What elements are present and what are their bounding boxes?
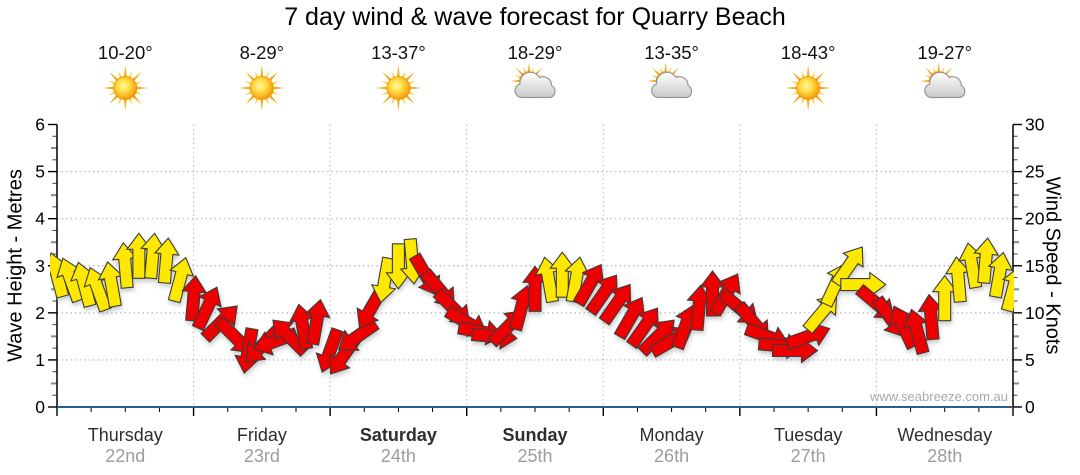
temp-range-label: 13-35° <box>644 42 699 63</box>
date-label: 26th <box>654 446 689 466</box>
wind-arrow <box>337 318 380 351</box>
wind-arrow <box>987 251 1014 299</box>
weather-icon-sun-cloud <box>919 62 966 100</box>
cloud-icon <box>651 71 693 99</box>
left-axis-tick-label: 1 <box>35 350 45 370</box>
left-axis-title: Wave Height - Metres <box>4 169 27 362</box>
day-label: Friday <box>237 425 287 445</box>
temp-range-label: 8-29° <box>240 42 284 63</box>
day-label: Monday <box>640 425 704 445</box>
wind-arrow <box>830 246 864 289</box>
right-axis-tick-label: 25 <box>1025 162 1044 182</box>
weather-icon-sun <box>785 65 832 111</box>
weather-icon-sun-cloud <box>510 62 556 100</box>
date-label: 28th <box>927 446 962 466</box>
day-label: Saturday <box>360 425 437 445</box>
right-axis-tick-label: 10 <box>1025 303 1045 323</box>
weather-icon-sun-cloud <box>646 62 693 100</box>
cloud-icon <box>514 71 556 99</box>
day-label: Wednesday <box>897 425 992 445</box>
wind-arrow <box>153 237 180 285</box>
wind-arrow <box>304 298 331 346</box>
left-axis-tick-label: 2 <box>35 303 45 323</box>
temp-range-label: 18-29° <box>508 42 563 63</box>
cloud-icon <box>924 71 966 99</box>
date-label: 25th <box>517 446 552 466</box>
left-axis-tick-label: 6 <box>35 115 45 135</box>
wind-arrow <box>973 237 1000 285</box>
wind-arrow <box>1000 266 1014 313</box>
wind-arrow <box>370 256 397 304</box>
left-axis-tick-label: 5 <box>35 162 45 182</box>
left-axis-tick-label: 0 <box>35 397 45 417</box>
wind-arrow-series <box>50 232 1014 375</box>
day-label: Sunday <box>502 425 567 445</box>
temp-range-label: 10-20° <box>98 42 153 63</box>
right-axis-tick-label: 0 <box>1025 397 1035 417</box>
right-axis-title: Wind Speed - Knots <box>1041 176 1064 355</box>
right-axis-tick-label: 30 <box>1025 115 1045 135</box>
day-label: Thursday <box>88 425 163 445</box>
temp-range-label: 13-37° <box>371 42 426 63</box>
date-label: 24th <box>381 446 416 466</box>
sun-icon <box>785 65 832 111</box>
wind-arrow <box>181 274 208 322</box>
date-label: 23rd <box>244 446 280 466</box>
temp-range-label: 19-27° <box>917 42 972 63</box>
right-axis-tick-label: 15 <box>1025 256 1044 276</box>
weather-icon-sun <box>375 65 422 111</box>
chart-title: 7 day wind & wave forecast for Quarry Be… <box>284 3 786 31</box>
sun-icon <box>102 65 149 111</box>
watermark: www.seabreeze.com.au <box>869 389 1008 404</box>
left-axis-tick-label: 4 <box>35 209 45 229</box>
right-axis-tick-label: 5 <box>1025 350 1035 370</box>
wind-arrow <box>167 256 195 304</box>
date-label: 22nd <box>105 446 145 466</box>
date-label: 27th <box>791 446 826 466</box>
right-axis-tick-label: 20 <box>1025 209 1045 229</box>
wind-arrow <box>191 286 222 332</box>
left-axis-tick-label: 3 <box>35 256 45 276</box>
day-label: Tuesday <box>774 425 842 445</box>
weather-icon-sun <box>102 65 149 111</box>
weather-icon-sun <box>238 65 285 111</box>
wind-arrow <box>626 307 659 350</box>
sun-icon <box>238 65 285 111</box>
temp-range-label: 18-43° <box>781 42 836 63</box>
sun-icon <box>375 65 422 111</box>
